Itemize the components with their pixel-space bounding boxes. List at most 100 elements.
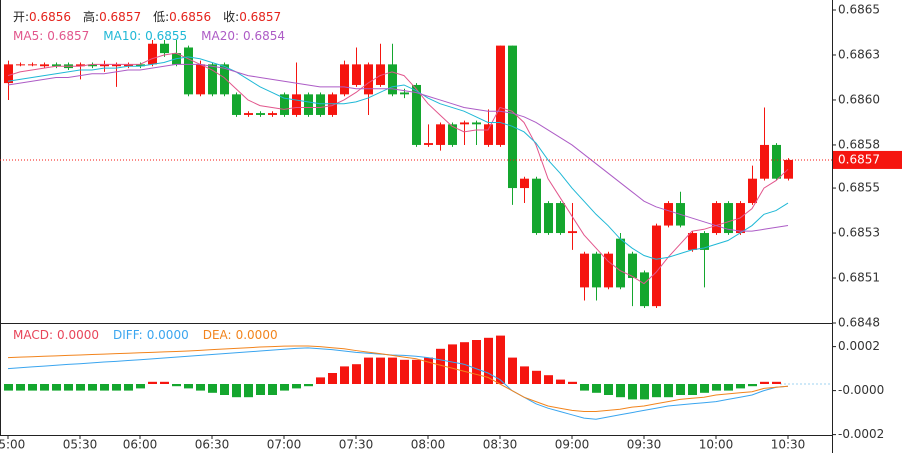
x-tick-label: 07:30 — [339, 438, 374, 452]
quote-label: 低: — [153, 10, 169, 24]
legend-name: MA10: — [103, 29, 141, 43]
macd-bar — [352, 364, 361, 384]
macd-bar — [688, 384, 697, 395]
candle-body — [472, 122, 481, 125]
y-tick-label: 0.6860 — [838, 92, 880, 106]
y-tick-label: -0.0000 — [838, 383, 884, 397]
macd-bar — [160, 381, 169, 384]
y-tick-label: -0.0002 — [838, 427, 884, 441]
candle-body — [316, 94, 325, 115]
macd-bar — [412, 359, 421, 384]
macd-bar — [292, 384, 301, 389]
legend-value: 0.0000 — [57, 328, 99, 342]
x-tick-label: 06:30 — [195, 438, 230, 452]
macd-bar — [280, 384, 289, 391]
y-tick-label: 0.6855 — [838, 181, 880, 195]
candle-body — [220, 64, 229, 95]
macd-bar — [760, 381, 769, 384]
macd-bar — [244, 384, 253, 398]
candle-body — [568, 231, 577, 234]
macd-bar — [232, 384, 241, 398]
macd-bar — [604, 384, 613, 395]
candle-body — [376, 64, 385, 85]
candle-body — [88, 64, 97, 67]
candle-body — [664, 203, 673, 226]
candle-body — [208, 64, 217, 95]
candle-body — [400, 92, 409, 95]
macd-bar — [544, 375, 553, 384]
candle-body — [640, 272, 649, 307]
candle-body — [52, 64, 61, 67]
ma-line — [7, 63, 789, 232]
candle-body — [448, 124, 457, 145]
macd-bar — [268, 384, 277, 395]
candle-body — [544, 203, 553, 234]
candle-body — [412, 84, 421, 145]
candle-body — [4, 64, 13, 84]
candle-body — [700, 233, 709, 250]
macd-bar — [712, 384, 721, 391]
quote-label: 开: — [13, 10, 29, 24]
macd-bar — [304, 384, 313, 387]
ma-line — [7, 52, 789, 285]
x-tick-label: 05:00 — [0, 438, 25, 452]
x-tick-label: 09:00 — [555, 438, 590, 452]
candle-body — [184, 47, 193, 95]
candle-body — [760, 144, 769, 179]
macd-bar — [676, 384, 685, 395]
macd-bar — [592, 384, 601, 393]
macd-bar — [508, 357, 517, 384]
macd-bar — [436, 348, 445, 384]
macd-bar — [640, 384, 649, 400]
candle-body — [508, 45, 517, 189]
macd-bar — [256, 384, 265, 395]
y-tick-label: 0.6863 — [838, 47, 880, 61]
candle-body — [328, 94, 337, 115]
macd-bar — [400, 359, 409, 384]
macd-bar — [184, 384, 193, 389]
macd-bar — [16, 384, 25, 391]
quote-value: 0.6856 — [169, 10, 211, 24]
legend-value: 0.6855 — [145, 29, 187, 43]
candle-body — [652, 225, 661, 307]
y-tick-label: 0.6851 — [838, 271, 880, 285]
quote-value: 0.6857 — [99, 10, 141, 24]
macd-bar — [448, 344, 457, 384]
candle-body — [340, 64, 349, 95]
macd-bar — [628, 384, 637, 400]
candle-body — [28, 64, 37, 66]
macd-bar — [736, 384, 745, 389]
macd-bar — [100, 384, 109, 391]
candle-body — [148, 43, 157, 65]
candle-body — [532, 178, 541, 234]
x-tick-label: 09:30 — [627, 438, 662, 452]
macd-bar — [112, 384, 121, 391]
macd-bar — [616, 384, 625, 398]
candle-body — [160, 43, 169, 54]
candle-body — [436, 124, 445, 145]
candle-body — [484, 124, 493, 145]
last-price-tag — [833, 150, 902, 169]
x-tick-label: 08:00 — [411, 438, 446, 452]
macd-bar — [424, 357, 433, 384]
x-tick-label: 10:00 — [699, 438, 734, 452]
candle-body — [748, 178, 757, 204]
macd-bar — [76, 384, 85, 391]
macd-bar — [208, 384, 217, 393]
macd-bar — [568, 381, 577, 384]
macd-bar — [388, 357, 397, 384]
macd-bar — [220, 384, 229, 395]
x-tick-label: 06:00 — [123, 438, 158, 452]
candle-body — [604, 253, 613, 288]
candle-body — [520, 178, 529, 189]
macd-bar — [4, 384, 13, 391]
x-tick-label: 10:30 — [771, 438, 806, 452]
macd-bar — [472, 340, 481, 384]
macd-bar — [652, 384, 661, 398]
macd-bar — [664, 384, 673, 398]
candle-body — [496, 45, 505, 145]
macd-bar — [724, 384, 733, 391]
macd-bar — [316, 377, 325, 384]
legend-value: 0.0000 — [147, 328, 189, 342]
